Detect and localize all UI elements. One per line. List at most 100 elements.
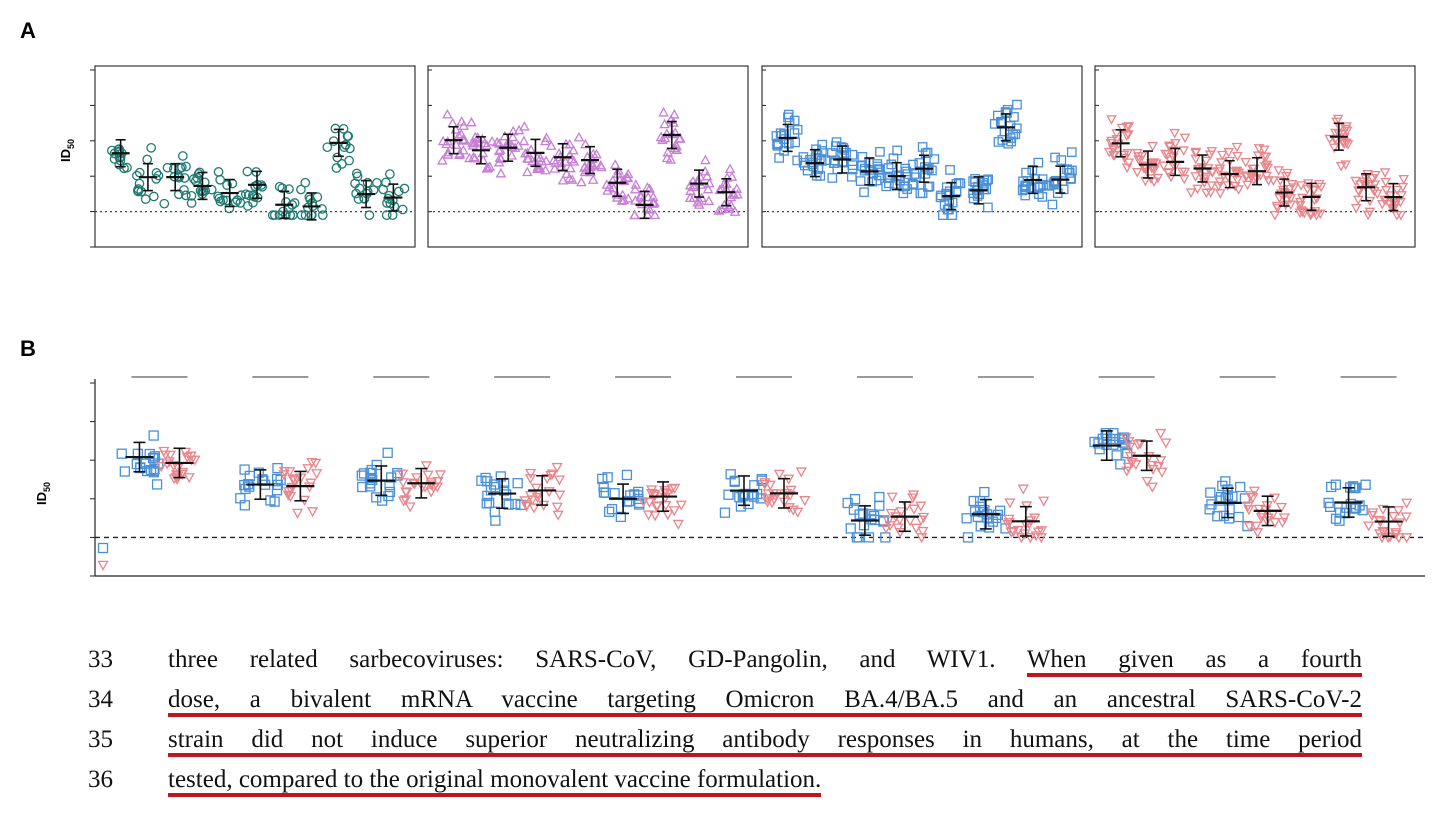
data-point (842, 497, 853, 509)
data-point (242, 166, 253, 177)
data-point (469, 152, 481, 163)
data-point (661, 489, 674, 500)
data-point (649, 209, 661, 220)
data-point (874, 491, 885, 503)
data-point (723, 203, 735, 213)
data-point (724, 163, 736, 174)
data-point (863, 532, 875, 543)
data-point (282, 490, 294, 501)
data-point (1179, 133, 1191, 144)
data-point (886, 492, 898, 503)
data-point (1133, 152, 1144, 162)
data-point (284, 184, 294, 194)
data-point (759, 479, 771, 490)
data-point (1349, 503, 1361, 514)
data-point (884, 178, 894, 189)
data-point (880, 523, 892, 534)
data-point (506, 150, 517, 160)
data-point (1366, 511, 1378, 522)
data-point (1387, 511, 1400, 523)
data-point (1106, 136, 1117, 147)
data-point (442, 109, 453, 119)
data-point (358, 468, 370, 479)
data-point (885, 508, 897, 519)
data-point (186, 198, 197, 208)
data-point (1050, 152, 1060, 163)
data-point (961, 513, 972, 524)
data-point (1005, 121, 1016, 131)
data-point (607, 175, 618, 185)
data-point (1047, 199, 1058, 210)
data-point (486, 136, 498, 146)
data-point (1347, 481, 1359, 492)
data-point (280, 210, 291, 220)
data-point (688, 181, 699, 192)
data-point (1020, 190, 1031, 201)
data-point (799, 496, 811, 507)
data-point (772, 140, 783, 151)
data-point (148, 465, 159, 477)
data-point (713, 205, 725, 215)
data-point (1132, 440, 1144, 451)
data-point (1147, 141, 1159, 152)
data-point (339, 142, 350, 153)
data-point (397, 496, 410, 507)
data-point (1111, 450, 1122, 461)
data-point (602, 185, 613, 195)
data-point (271, 473, 283, 485)
data-point (1005, 527, 1017, 538)
data-point (1192, 184, 1203, 195)
data-point (979, 175, 989, 186)
data-point (142, 154, 153, 165)
data-point (242, 201, 253, 211)
data-point (1286, 180, 1298, 190)
data-point (1064, 168, 1075, 178)
data-point (495, 167, 507, 178)
line-text-plain: three related sarbecoviruses: SARS-CoV, … (168, 646, 1027, 673)
data-point (269, 210, 280, 220)
data-point (1248, 164, 1260, 175)
data-point (564, 149, 576, 160)
data-point (1147, 464, 1159, 475)
subplot-frame (94, 65, 416, 248)
data-point (1200, 172, 1212, 183)
text-line: 36 tested, compared to the original monov… (88, 760, 1368, 800)
data-point (621, 171, 633, 182)
data-point (609, 488, 620, 499)
data-point (159, 198, 170, 209)
data-point (1190, 172, 1201, 182)
data-point (135, 462, 146, 473)
data-point (1252, 151, 1264, 161)
data-point (1392, 506, 1405, 517)
data-point (1056, 155, 1067, 165)
data-point (1350, 203, 1362, 214)
data-point (420, 461, 432, 472)
panel-a-y-axis-label: ID50 (58, 139, 76, 162)
data-point (400, 487, 412, 498)
data-point (910, 523, 922, 534)
data-point (729, 475, 740, 486)
data-point (748, 491, 759, 502)
data-point (621, 469, 633, 481)
data-point (789, 128, 800, 138)
data-point (1285, 194, 1297, 204)
data-point (629, 183, 641, 194)
data-point (302, 464, 314, 475)
data-point (532, 163, 543, 174)
data-point (296, 184, 306, 195)
data-point (916, 533, 928, 544)
data-point (1396, 191, 1407, 201)
data-point (649, 489, 661, 500)
data-point (1148, 158, 1160, 168)
data-point (909, 169, 920, 179)
data-point (881, 181, 892, 192)
data-point (522, 166, 533, 177)
data-point (330, 123, 341, 134)
data-point (645, 488, 658, 500)
data-point (659, 118, 670, 129)
data-point (1377, 526, 1389, 537)
data-point (1012, 525, 1024, 536)
data-point (1353, 195, 1364, 206)
data-point (442, 146, 454, 157)
line-number: 35 (88, 726, 113, 753)
